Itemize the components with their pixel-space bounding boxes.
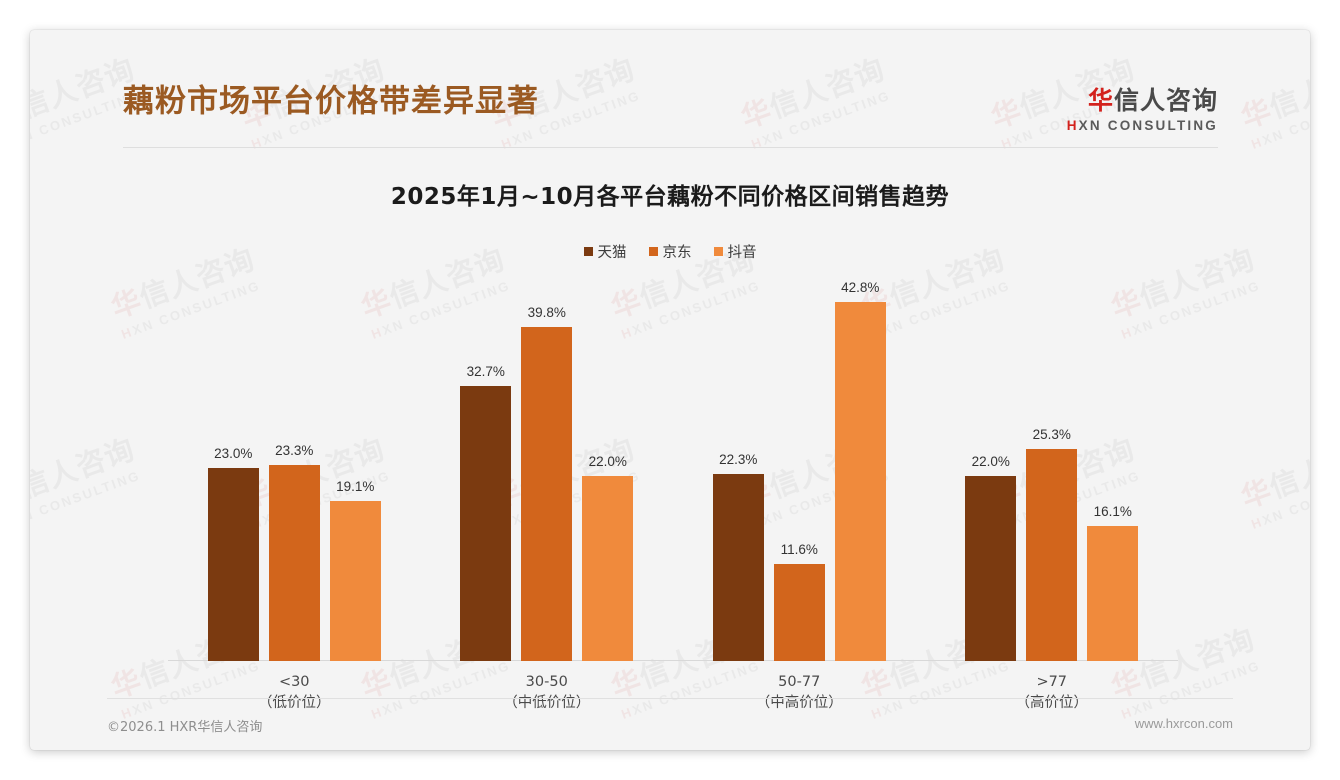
- legend-swatch-icon: [583, 247, 593, 256]
- bar-value-label: 39.8%: [527, 304, 566, 320]
- bar-value-label: 32.7%: [466, 364, 505, 380]
- category-description: （中高价位）: [755, 695, 843, 712]
- header-divider: [123, 147, 1218, 148]
- bar-value-label: 22.3%: [719, 451, 758, 467]
- logo-chinese-rest: 信人咨询: [1113, 86, 1218, 115]
- logo-chinese-text: 华信人咨询: [1067, 86, 1218, 115]
- bar-京东->77[interactable]: 25.3%: [1026, 258, 1078, 661]
- page-title: 藕粉市场平台价格带差异显著: [123, 83, 539, 120]
- bar-rect: [582, 476, 634, 661]
- bar-rect: [1026, 448, 1078, 661]
- bar-京东-30-50[interactable]: 39.8%: [521, 258, 573, 661]
- logo-english-text: HXN CONSULTING: [1067, 118, 1218, 133]
- logo-chinese-first-char: 华: [1087, 86, 1114, 115]
- company-logo: 华信人咨询 HXN CONSULTING: [1067, 86, 1218, 133]
- legend-item-抖音[interactable]: 抖音: [713, 241, 757, 262]
- bar-抖音-<30[interactable]: 19.1%: [329, 258, 381, 661]
- bar-京东-<30[interactable]: 23.3%: [268, 258, 320, 661]
- legend-swatch-icon: [648, 247, 658, 256]
- chart-legend: 天猫 京东 抖音: [30, 241, 1310, 262]
- legend-swatch-icon: [713, 247, 723, 256]
- bar-天猫-50-77[interactable]: 22.3%: [712, 258, 764, 661]
- legend-label: 抖音: [727, 245, 757, 261]
- bar-rect: [207, 467, 259, 661]
- legend-label: 京东: [662, 245, 692, 261]
- bar-value-label: 11.6%: [780, 541, 818, 557]
- x-axis-category-label: 50-77 （中高价位）: [673, 672, 926, 714]
- bar-rect: [712, 473, 764, 661]
- bar-rect: [329, 500, 381, 661]
- category-description: （高价位）: [1015, 695, 1089, 712]
- bar-京东-50-77[interactable]: 11.6%: [773, 258, 825, 661]
- bar-抖音-50-77[interactable]: 42.8%: [834, 258, 886, 661]
- bar-rect: [1087, 525, 1139, 661]
- category-range: 30-50: [525, 674, 568, 690]
- bar-value-label: 19.1%: [336, 478, 375, 494]
- x-axis-line: [168, 660, 1178, 661]
- bar-group-30-50: 32.7% 39.8% 22.0% 30-50 （中低价位）: [421, 258, 674, 711]
- bar-value-label: 42.8%: [841, 279, 880, 295]
- category-description: （中低价位）: [503, 695, 591, 712]
- bar-group-<30: 23.0% 23.3% 19.1% <30 （低价位）: [168, 258, 421, 711]
- x-axis-category-label: <30 （低价位）: [168, 672, 421, 714]
- bar-天猫-<30[interactable]: 23.0%: [207, 258, 259, 661]
- bar-chart-plot: 23.0% 23.3% 19.1% <30 （低价位） 32.7% 39.8% 22.0% 30…: [168, 258, 1179, 711]
- chart-container: 2025年1月~10月各平台藕粉不同价格区间销售趋势 天猫 京东 抖音 23.0% 2…: [30, 148, 1310, 723]
- category-range: 50-77: [778, 674, 821, 690]
- legend-label: 天猫: [597, 245, 627, 261]
- footer-website[interactable]: www.hxrcon.com: [1134, 716, 1233, 731]
- bar-value-label: 22.0%: [588, 454, 627, 470]
- bar-value-label: 22.0%: [971, 454, 1010, 470]
- slide-header: 藕粉市场平台价格带差异显著 华信人咨询 HXN CONSULTING: [30, 30, 1310, 148]
- bar-rect: [965, 476, 1017, 661]
- category-range: >77: [1036, 674, 1068, 690]
- category-description: （低价位）: [258, 695, 331, 712]
- logo-english-first-char: H: [1066, 118, 1079, 134]
- slide-canvas: 华信人咨询 HXN CONSULTING 华信人咨询 HXN CONSULTING华信…: [30, 30, 1310, 750]
- bar-天猫-30-50[interactable]: 32.7%: [460, 258, 512, 661]
- bar-group->77: 22.0% 25.3% 16.1% >77 （高价位）: [926, 258, 1179, 711]
- bar-rect: [268, 465, 320, 661]
- chart-title: 2025年1月~10月各平台藕粉不同价格区间销售趋势: [390, 184, 950, 210]
- bar-rect: [834, 301, 886, 661]
- bar-rect: [773, 563, 825, 661]
- slide-footer: ©2026.1 HXR华信人咨询 www.hxrcon.com: [30, 698, 1310, 750]
- footer-copyright: ©2026.1 HXR华信人咨询: [107, 720, 263, 735]
- bar-value-label: 25.3%: [1032, 426, 1071, 442]
- bar-抖音->77[interactable]: 16.1%: [1087, 258, 1139, 661]
- legend-item-京东[interactable]: 京东: [648, 241, 692, 262]
- legend-item-天猫[interactable]: 天猫: [583, 241, 627, 262]
- x-axis-category-label: >77 （高价位）: [926, 672, 1179, 714]
- bar-抖音-30-50[interactable]: 22.0%: [582, 258, 634, 661]
- logo-english-rest: XN CONSULTING: [1078, 118, 1218, 134]
- bar-group-50-77: 22.3% 11.6% 42.8% 50-77 （中高价位）: [673, 258, 926, 711]
- footer-divider: [107, 698, 1233, 699]
- bar-rect: [460, 386, 512, 661]
- category-range: <30: [278, 674, 310, 690]
- x-axis-category-label: 30-50 （中低价位）: [421, 672, 674, 714]
- bar-value-label: 16.1%: [1093, 503, 1132, 519]
- bar-rect: [521, 326, 573, 661]
- bar-value-label: 23.3%: [275, 443, 314, 459]
- bar-天猫->77[interactable]: 22.0%: [965, 258, 1017, 661]
- bar-value-label: 23.0%: [214, 445, 253, 461]
